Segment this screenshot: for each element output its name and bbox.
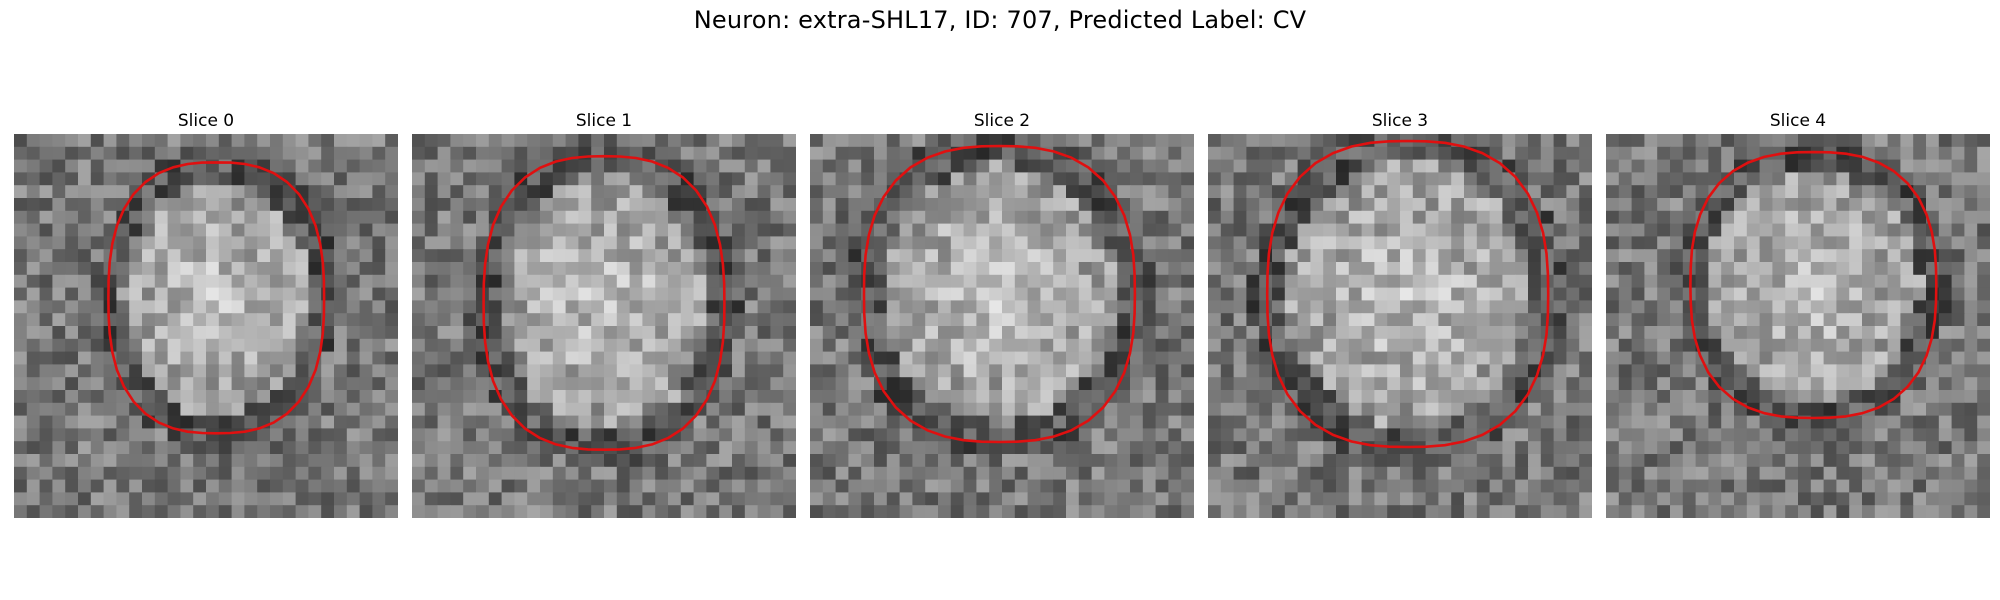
microscopy-slice-image xyxy=(1208,134,1592,518)
slice-panel: Slice 3 xyxy=(1208,108,1592,518)
slice-title: Slice 4 xyxy=(1769,111,1827,131)
pixel-grid xyxy=(810,134,1194,518)
segmentation-contour xyxy=(107,161,326,435)
pixel-grid xyxy=(412,134,796,518)
slice-title: Slice 3 xyxy=(1371,111,1429,131)
microscopy-slice-image xyxy=(1606,134,1990,518)
slice-panel: Slice 2 xyxy=(810,108,1194,518)
microscopy-slice-image xyxy=(412,134,796,518)
microscopy-slice-image xyxy=(14,134,398,518)
slice-title: Slice 2 xyxy=(973,111,1031,131)
figure-title: Neuron: extra-SHL17, ID: 707, Predicted … xyxy=(693,6,1307,34)
pixel-grid xyxy=(1606,134,1990,518)
segmentation-contour xyxy=(482,154,726,452)
microscopy-slice-image xyxy=(810,134,1194,518)
segmentation-contour xyxy=(862,144,1137,444)
segmentation-contour xyxy=(1689,150,1938,420)
slice-title: Slice 1 xyxy=(575,111,633,131)
slice-panel: Slice 1 xyxy=(412,108,796,518)
slice-panel: Slice 4 xyxy=(1606,108,1990,518)
segmentation-contour xyxy=(1265,139,1550,449)
slice-title: Slice 0 xyxy=(177,111,235,131)
pixel-grid xyxy=(1208,134,1592,518)
slice-panel: Slice 0 xyxy=(14,108,398,518)
pixel-grid xyxy=(14,134,398,518)
